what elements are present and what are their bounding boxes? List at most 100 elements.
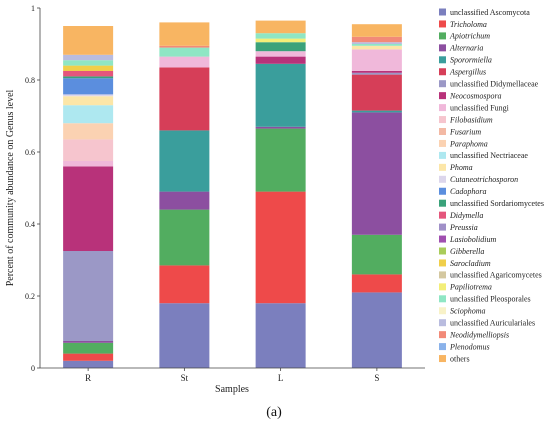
legend-label: Phoma xyxy=(449,163,473,172)
y-tick-label: 0.6 xyxy=(25,148,35,157)
y-tick-label: 1 xyxy=(31,4,35,13)
legend-swatch xyxy=(439,44,446,52)
y-tick-label: 0.2 xyxy=(25,292,35,301)
bar-segment xyxy=(351,42,402,44)
legend-item: Aspergillus xyxy=(439,68,486,77)
legend-label: unclassified Ascomycota xyxy=(450,8,530,17)
legend-label: Cadophora xyxy=(450,187,486,196)
legend-swatch xyxy=(439,343,446,351)
legend: unclassified Ascomycota Tricholoma Apiotri… xyxy=(439,8,544,363)
legend-swatch xyxy=(439,56,446,64)
legend-item: Phoma xyxy=(439,163,473,172)
bar-segment xyxy=(159,209,210,266)
bar-segment xyxy=(63,166,114,251)
bar-segment xyxy=(159,67,210,131)
legend-swatch xyxy=(439,104,446,112)
legend-item: Papiliotrema xyxy=(439,283,492,292)
bar-segment xyxy=(159,130,210,192)
legend-swatch xyxy=(439,235,446,243)
legend-swatch xyxy=(439,283,446,291)
legend-item: Sarocladium xyxy=(439,259,491,268)
bar-segment xyxy=(351,45,402,50)
legend-item: Paraphoma xyxy=(439,139,488,148)
legend-label: unclassified Fungi xyxy=(450,103,510,112)
bar-segment xyxy=(63,54,114,61)
bar-segment xyxy=(255,20,306,34)
legend-item: Tricholoma xyxy=(439,20,487,29)
legend-item: others xyxy=(439,354,470,363)
bar-segment xyxy=(63,65,114,71)
x-tick-label: L xyxy=(278,373,284,383)
legend-label: Sarocladium xyxy=(450,259,491,268)
legend-label: Gibberella xyxy=(450,247,484,256)
x-tick-label: R xyxy=(85,373,91,383)
legend-item: Preussia xyxy=(439,223,478,232)
bar-segment xyxy=(255,128,306,192)
legend-swatch xyxy=(439,20,446,28)
bar-segment xyxy=(255,303,306,368)
bar-segment xyxy=(63,123,114,140)
legend-label: unclassified Agaricomycetes xyxy=(450,271,542,280)
legend-swatch xyxy=(439,247,446,255)
legend-label: Fusarium xyxy=(449,127,481,136)
bar-segment xyxy=(63,353,114,361)
legend-swatch xyxy=(439,295,446,303)
legend-swatch xyxy=(439,8,446,16)
bar-segment xyxy=(255,51,306,57)
figure-caption: (a) xyxy=(266,405,282,420)
legend-item: unclassified Sordariomycetes xyxy=(439,199,544,208)
bar-segment xyxy=(63,161,114,167)
bar-segment xyxy=(63,105,114,124)
legend-item: unclassified Auriculariales xyxy=(439,319,535,328)
legend-item: Didymella xyxy=(439,211,483,220)
bar-segment xyxy=(63,341,114,343)
legend-item: Alternaria xyxy=(439,44,483,53)
legend-label: unclassified Pleosporales xyxy=(450,295,531,304)
bar-segment xyxy=(351,71,402,73)
legend-swatch xyxy=(439,68,446,76)
bar-segment xyxy=(351,292,402,368)
legend-label: Filobasidium xyxy=(449,115,493,124)
legend-item: Neodidymelliopsis xyxy=(439,330,509,339)
legend-swatch xyxy=(439,187,446,195)
bar-segment xyxy=(63,60,114,66)
legend-swatch xyxy=(439,211,446,219)
bar-segment xyxy=(63,94,114,97)
bar-segment xyxy=(351,274,402,293)
legend-label: Paraphoma xyxy=(449,139,488,148)
legend-item: Apiotrichum xyxy=(439,32,490,41)
bar-stack-S xyxy=(351,24,402,368)
legend-item: Cutaneotrichosporon xyxy=(439,175,518,184)
y-axis-title: Percent of community abundance on Genus … xyxy=(5,89,16,286)
legend-label: unclassified Auriculariales xyxy=(450,319,535,328)
legend-swatch xyxy=(439,92,446,100)
bar-stack-L xyxy=(255,20,306,368)
bar-segment xyxy=(159,265,210,304)
legend-label: others xyxy=(450,354,470,363)
bar-segment xyxy=(63,71,114,77)
legend-label: Lasiobolidium xyxy=(449,235,496,244)
bar-stack-St xyxy=(159,22,210,368)
legend-swatch xyxy=(439,128,446,135)
legend-item: Cadophora xyxy=(439,187,486,196)
bar-segment xyxy=(159,303,210,368)
bar-segment xyxy=(63,96,114,106)
legend-label: Apiotrichum xyxy=(449,32,490,41)
bar-segment xyxy=(159,45,210,48)
legend-label: Papiliotrema xyxy=(449,283,492,292)
legend-item: Filobasidium xyxy=(439,115,493,124)
bar-segment xyxy=(63,251,114,341)
bar-segment xyxy=(255,126,306,129)
legend-item: unclassified Fungi xyxy=(439,103,510,112)
bar-stack-R xyxy=(63,26,114,368)
legend-swatch xyxy=(439,32,446,40)
legend-swatch xyxy=(439,175,446,183)
legend-label: Sciophoma xyxy=(450,307,486,316)
legend-item: Fusarium xyxy=(439,127,481,136)
legend-label: Alternaria xyxy=(449,44,483,53)
legend-item: unclassified Pleosporales xyxy=(439,295,531,304)
bar-segment xyxy=(255,56,306,64)
y-ticks: 0 0.2 0.4 0.6 0.8 1 xyxy=(25,4,40,373)
legend-item: unclassified Agaricomycetes xyxy=(439,271,542,280)
